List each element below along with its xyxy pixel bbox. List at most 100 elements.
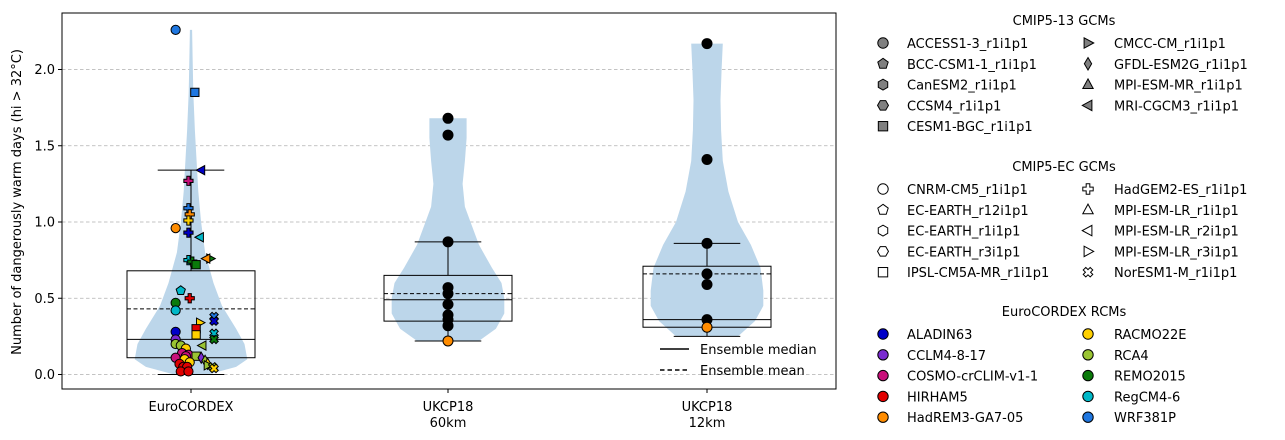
data-point	[701, 279, 713, 291]
inner-legend-label: Ensemble mean	[700, 364, 805, 379]
data-point	[701, 237, 713, 249]
y-axis-label: Number of dangerously warm days (hi > 32…	[10, 49, 25, 355]
legend-label: BCC-CSM1-1_r1i1p1	[907, 58, 1037, 73]
legend-label: HadREM3-GA7-05	[907, 411, 1023, 426]
legend: CMIP5-13 GCMs ACCESS1-3_r1i1p1 BCC-CSM1-1_…	[876, 14, 1248, 426]
legend-marker	[1082, 266, 1094, 278]
x-tick-label: EuroCORDEX	[149, 400, 234, 415]
legend-label: CanESM2_r1i1p1	[907, 79, 1017, 94]
legend-label: ALADIN63	[907, 328, 972, 343]
data-point	[442, 288, 454, 300]
legend-marker	[877, 37, 889, 49]
legend-label: CNRM-CM5_r1i1p1	[907, 183, 1028, 198]
data-point	[701, 321, 713, 333]
violin-body	[391, 118, 505, 341]
data-point	[442, 298, 454, 310]
legend-label: ACCESS1-3_r1i1p1	[907, 37, 1028, 52]
legend-label: CMCC-CM_r1i1p1	[1114, 37, 1226, 52]
legend-marker	[1082, 349, 1094, 361]
legend-marker	[1082, 411, 1094, 423]
data-point	[442, 236, 454, 248]
data-point	[183, 227, 194, 238]
data-point	[209, 316, 219, 327]
legend-group-title: CMIP5-13 GCMs	[1013, 14, 1116, 29]
data-point	[442, 335, 454, 347]
legend-label: EC-EARTH_r12i1p1	[907, 204, 1029, 219]
legend-marker	[877, 267, 889, 278]
legend-label: MPI-ESM-LR_r1i1p1	[1114, 204, 1239, 219]
y-tick-label: 1.0	[34, 216, 55, 231]
legend-marker	[877, 57, 889, 69]
legend-marker	[877, 183, 889, 195]
legend-marker	[1081, 224, 1093, 237]
data-point	[175, 285, 186, 296]
legend-marker	[877, 390, 889, 403]
legend-marker	[1081, 77, 1095, 89]
legend-label: RCA4	[1114, 349, 1149, 364]
legend-marker	[877, 78, 889, 91]
data-point	[170, 24, 181, 35]
legend-label: NorESM1-M_r1i1p1	[1114, 266, 1237, 281]
data-point	[701, 268, 713, 280]
legend-marker	[1082, 390, 1094, 403]
x-tick-label-line2: 12km	[689, 416, 726, 431]
legend-marker	[1082, 183, 1094, 195]
data-point	[209, 363, 219, 374]
legend-label: HIRHAM5	[907, 390, 968, 405]
legend-label: EC-EARTH_r1i1p1	[907, 225, 1020, 240]
y-tick-label: 2.0	[34, 63, 55, 78]
legend-marker	[877, 349, 889, 361]
legend-marker	[1081, 99, 1093, 112]
x-tick-label: UKCP18	[682, 400, 733, 415]
legend-marker	[877, 369, 889, 382]
legend-label: WRF381P	[1114, 411, 1176, 426]
data-point	[183, 366, 194, 377]
legend-label: REMO2015	[1114, 370, 1186, 385]
data-point	[701, 38, 713, 50]
x-tick-label: UKCP18	[423, 400, 474, 415]
data-point	[701, 153, 713, 165]
legend-label: IPSL-CM5A-MR_r1i1p1	[907, 266, 1049, 281]
legend-marker	[1083, 36, 1095, 50]
data-point	[170, 223, 181, 234]
y-axis-label-group: Number of dangerously warm days (hi > 32…	[10, 49, 25, 355]
data-point	[195, 164, 206, 176]
y-tick-label: 1.5	[34, 139, 55, 154]
legend-label: EC-EARTH_r3i1p1	[907, 245, 1020, 260]
legend-marker	[877, 328, 889, 340]
legend-label: MPI-ESM-LR_r3i1p1	[1114, 245, 1239, 260]
legend-marker	[877, 411, 889, 423]
y-tick-label: 0.0	[34, 368, 55, 383]
legend-label: CCSM4_r1i1p1	[907, 99, 1001, 114]
legend-label: GFDL-ESM2G_r1i1p1	[1114, 58, 1248, 73]
y-tick-label: 0.5	[34, 292, 55, 307]
legend-marker	[1083, 56, 1093, 72]
legend-label: CCLM4-8-17	[907, 349, 986, 364]
legend-marker	[877, 224, 889, 237]
legend-marker	[1083, 245, 1095, 258]
legend-label: RegCM4-6	[1114, 390, 1180, 405]
legend-marker	[1082, 328, 1094, 340]
data-point	[193, 231, 204, 243]
data-point	[191, 330, 201, 340]
data-point	[442, 320, 454, 332]
data-point	[442, 112, 454, 124]
legend-label: MPI-ESM-LR_r2i1p1	[1114, 225, 1239, 240]
legend-group-title: EuroCORDEX RCMs	[1002, 305, 1127, 320]
data-point	[209, 334, 219, 345]
legend-label: HadGEM2-ES_r1i1p1	[1114, 183, 1247, 198]
legend-marker	[1082, 369, 1094, 382]
legend-label: COSMO-crCLIM-v1-1	[907, 370, 1038, 385]
legend-marker	[1081, 203, 1095, 215]
data-point	[183, 215, 194, 226]
data-point	[191, 260, 201, 270]
data-point	[442, 129, 454, 141]
legend-label: MRI-CGCM3_r1i1p1	[1114, 99, 1239, 114]
legend-marker	[877, 203, 889, 215]
legend-group-title: CMIP5-EC GCMs	[1012, 160, 1116, 175]
data-point	[200, 253, 211, 265]
legend-marker	[876, 246, 890, 257]
legend-label: MPI-ESM-MR_r1i1p1	[1114, 79, 1243, 94]
